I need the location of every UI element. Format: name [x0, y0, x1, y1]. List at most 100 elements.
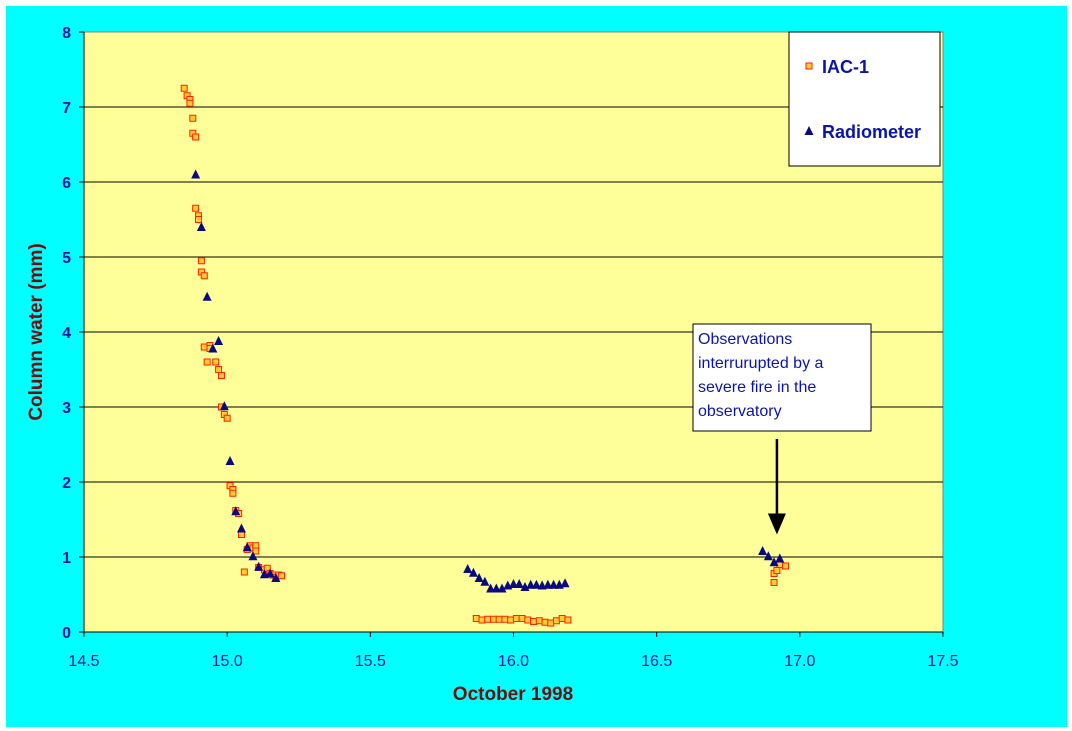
iac-1-point	[530, 618, 538, 625]
y-axis-title: Column water (mm)	[26, 243, 47, 420]
y-tick-label: 7	[62, 100, 71, 117]
x-axis-title: October 1998	[453, 684, 573, 705]
axes	[79, 31, 944, 637]
y-tick-label: 1	[62, 550, 71, 567]
iac-1-point	[541, 618, 549, 626]
radiometer-point	[242, 542, 252, 552]
iac-1-point	[217, 372, 225, 379]
radiometer-point	[196, 222, 206, 231]
radiometer-point	[775, 553, 785, 563]
y-tick-label: 4	[62, 325, 71, 342]
annotation-box	[692, 323, 872, 432]
annotation-line-4: observatory	[698, 403, 782, 420]
legend: IAC-1 Radiometer	[788, 31, 941, 167]
radiometer-point	[758, 546, 768, 555]
iac-1-point	[252, 547, 260, 555]
radiometer-point	[214, 336, 224, 345]
iac-1-point	[278, 572, 286, 580]
iac-1-point	[782, 562, 790, 570]
legend-label-radiometer: Radiometer	[822, 122, 921, 142]
annotation-line-1: Observations	[698, 331, 792, 348]
y-tick-label: 5	[62, 250, 71, 267]
iac-1-point	[189, 114, 197, 122]
x-tick-label: 16.0	[498, 653, 529, 670]
iac-1-point	[472, 615, 480, 622]
radiometer-point	[248, 551, 258, 561]
annotation-arrow	[767, 439, 786, 535]
series-radiometer	[191, 169, 785, 593]
iac-1-point	[192, 204, 200, 212]
radiometer-point	[769, 557, 779, 567]
radiometer-point	[208, 343, 218, 353]
radiometer-point	[763, 551, 773, 561]
iac-1-point	[552, 617, 560, 625]
iac-1-point	[489, 615, 497, 623]
radiometer-point	[543, 579, 553, 589]
radiometer-point	[509, 579, 518, 588]
x-tick-label: 15.0	[212, 653, 243, 670]
iac-1-point	[524, 616, 532, 624]
y-tick-label: 8	[62, 25, 71, 42]
iac-1-point	[186, 99, 194, 107]
iac-1-point	[512, 615, 520, 622]
iac-1-point	[223, 414, 231, 422]
radiometer-point	[225, 456, 235, 465]
series-iac-1	[180, 84, 790, 627]
iac-1-point	[229, 489, 237, 497]
annotation: Observations interrurupted by a severe f…	[692, 323, 872, 535]
legend-marker-radiometer	[804, 126, 814, 135]
iac-1-point	[195, 216, 203, 223]
x-tick-label: 14.5	[68, 653, 99, 670]
radiometer-point	[463, 564, 473, 573]
iac-1-point	[215, 366, 223, 373]
iac-1-point	[200, 343, 208, 351]
y-tick-label: 3	[62, 400, 71, 417]
iac-1-point	[773, 567, 781, 574]
iac-1-point	[770, 579, 778, 586]
iac-1-point	[478, 616, 486, 624]
iac-1-point	[507, 616, 515, 624]
iac-1-point	[535, 617, 543, 625]
radiometer-point	[468, 567, 478, 577]
iac-1-point	[200, 272, 208, 280]
annotation-line-3: severe fire in the	[698, 379, 816, 396]
y-tick-labels: 0 1 2 3 4 5 6 7 8	[62, 25, 71, 642]
y-tick-label: 0	[62, 625, 71, 642]
legend-label-iac-1: IAC-1	[822, 57, 869, 77]
arrow-head	[767, 513, 786, 535]
radiometer-point	[514, 579, 524, 588]
legend-marker-iac-1	[805, 62, 813, 70]
x-tick-label: 17.5	[927, 653, 958, 670]
iac-1-point	[518, 615, 526, 622]
iac-1-point	[501, 615, 509, 623]
iac-1-point	[240, 568, 248, 576]
iac-1-point	[180, 84, 188, 92]
y-tick-label: 6	[62, 175, 71, 192]
iac-1-point	[484, 615, 492, 623]
iac-1-point	[495, 615, 503, 623]
iac-1-point	[212, 358, 220, 366]
x-tick-label: 16.5	[641, 653, 672, 670]
x-tick-labels: 14.5 15.0 15.5 16.0 16.5 17.0 17.5	[68, 653, 958, 670]
radiometer-point	[497, 583, 507, 593]
radiometer-point	[549, 579, 559, 589]
iac-1-point	[564, 616, 572, 624]
radiometer-point	[236, 523, 246, 533]
radiometer-point	[254, 561, 264, 571]
iac-1-point	[192, 133, 200, 141]
iac-1-point	[197, 257, 205, 265]
iac-1-point	[203, 358, 211, 366]
y-tick-label: 2	[62, 475, 71, 492]
annotation-line-2: interrurupted by a	[698, 355, 824, 372]
radiometer-point	[526, 579, 536, 589]
radiometer-point	[480, 576, 490, 586]
radiometer-point	[486, 583, 496, 593]
radiometer-point	[202, 291, 212, 301]
radiometer-point	[491, 583, 501, 593]
radiometer-point	[271, 573, 281, 582]
legend-box	[788, 31, 941, 167]
x-tick-label: 17.0	[784, 653, 815, 670]
x-tick-label: 15.5	[355, 653, 386, 670]
